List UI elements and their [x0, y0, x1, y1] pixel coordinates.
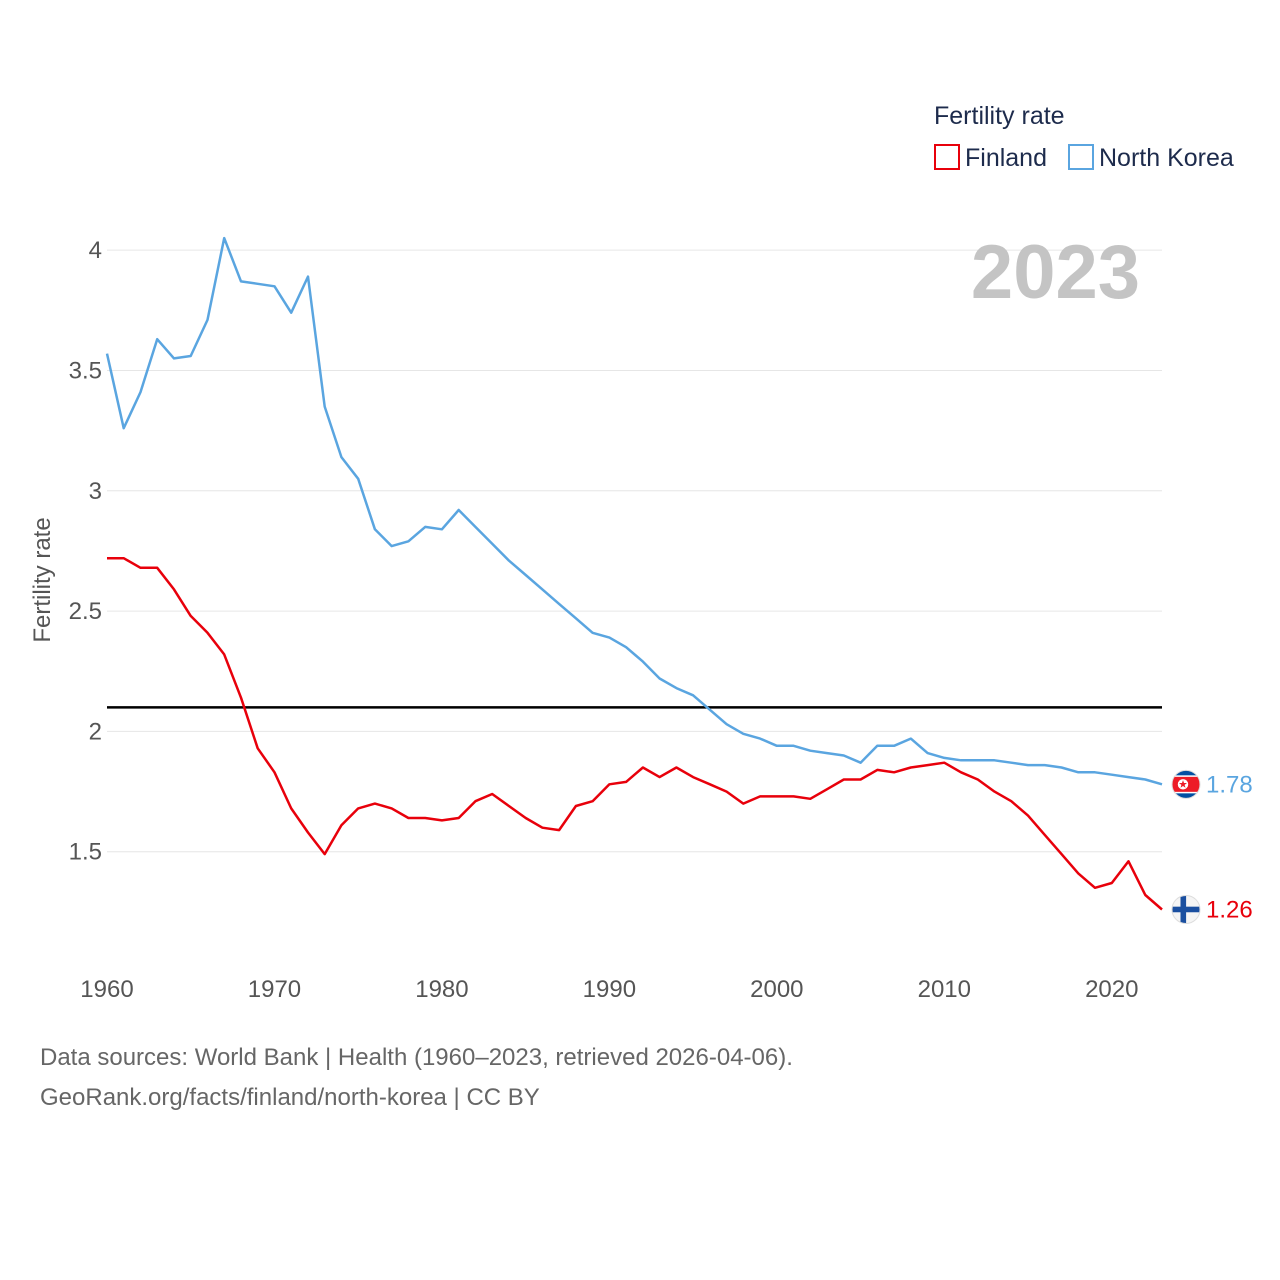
x-tick-label: 2010 — [918, 976, 971, 1003]
end-value-label-north-korea: 1.78 — [1206, 771, 1253, 798]
x-axis-ticks: 1960 1970 1980 1990 2000 2010 2020 — [80, 976, 1138, 1003]
x-tick-label: 1990 — [583, 976, 636, 1003]
y-tick-label: 2 — [89, 718, 102, 745]
legend-swatch-finland — [934, 144, 960, 170]
series-line-north-korea — [105, 236, 1163, 786]
y-tick-label: 1.5 — [69, 839, 102, 866]
series-line-finland — [107, 556, 1163, 911]
legend-label-finland: Finland — [965, 144, 1047, 172]
y-axis-title: Fertility rate — [29, 517, 56, 642]
legend-label-north-korea: North Korea — [1099, 144, 1234, 172]
finland-flag-icon — [1171, 894, 1201, 924]
north-korea-flag-icon — [1171, 769, 1201, 799]
x-tick-label: 2020 — [1085, 976, 1138, 1003]
y-axis-ticks: 1.5 2 2.5 3 3.5 4 — [69, 237, 102, 866]
x-tick-label: 1960 — [80, 976, 133, 1003]
footer-data-sources: Data sources: World Bank | Health (1960–… — [40, 1044, 793, 1071]
x-tick-label: 2000 — [750, 976, 803, 1003]
legend: Fertility rate Finland North Korea — [934, 102, 1234, 172]
y-tick-label: 3 — [89, 478, 102, 505]
legend-swatch-north-korea — [1068, 144, 1094, 170]
end-value-label-finland: 1.26 — [1206, 896, 1253, 923]
year-label: 2023 — [971, 230, 1140, 315]
grid-lines — [107, 249, 1162, 853]
y-tick-label: 3.5 — [69, 357, 102, 384]
footer-attribution: GeoRank.org/facts/finland/north-korea | … — [40, 1084, 540, 1111]
x-tick-label: 1970 — [248, 976, 301, 1003]
legend-title: Fertility rate — [934, 102, 1065, 130]
y-tick-label: 4 — [89, 237, 102, 264]
x-tick-label: 1980 — [415, 976, 468, 1003]
y-tick-label: 2.5 — [69, 598, 102, 625]
